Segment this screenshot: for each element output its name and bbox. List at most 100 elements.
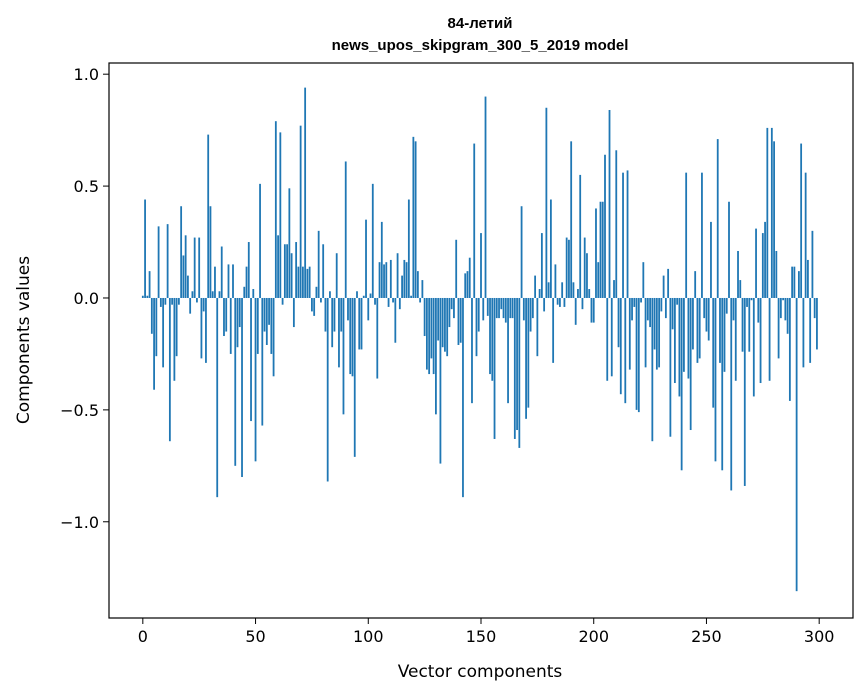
bar (507, 297, 509, 404)
bar (662, 275, 665, 298)
bar (331, 297, 334, 348)
bar (577, 289, 579, 298)
bar (572, 282, 575, 298)
bar (448, 297, 451, 328)
bar (633, 297, 636, 307)
bar (177, 297, 180, 305)
bar (342, 297, 345, 415)
bar (775, 250, 778, 298)
bar (491, 297, 494, 381)
bar (274, 121, 277, 298)
bar (797, 271, 800, 298)
bar (360, 297, 363, 350)
x-tick-label: 50 (245, 627, 265, 646)
bar (243, 286, 246, 298)
bar (245, 266, 248, 298)
bar (466, 271, 469, 298)
bar (214, 266, 216, 298)
bar (211, 291, 214, 298)
y-axis-label: Components values (14, 256, 34, 424)
bar (816, 297, 818, 350)
bar (770, 127, 773, 298)
bar (150, 297, 153, 334)
bar (791, 266, 794, 298)
bar (728, 201, 730, 298)
bar (516, 297, 518, 431)
bar (281, 297, 284, 305)
y-tick-label: 0.5 (74, 177, 99, 196)
bar (247, 242, 250, 298)
bar (504, 297, 507, 323)
bar (610, 297, 613, 377)
bar (261, 297, 264, 426)
bar (193, 237, 196, 298)
bar (405, 262, 408, 298)
bar (489, 297, 491, 375)
bar (581, 297, 584, 310)
bar (705, 297, 708, 332)
bar (660, 297, 663, 312)
bar (365, 219, 367, 298)
bar (495, 297, 498, 319)
bar (416, 271, 419, 298)
bar (502, 297, 505, 319)
bar (694, 271, 697, 298)
bar (227, 264, 230, 298)
bar (432, 297, 435, 375)
bar (286, 244, 289, 298)
bar (205, 297, 207, 363)
bar (498, 297, 500, 319)
y-tick-label: 1.0 (74, 65, 99, 84)
bar (234, 297, 237, 466)
bar (288, 188, 291, 298)
bar (252, 289, 255, 298)
bar (624, 297, 627, 404)
bar (238, 297, 241, 328)
bar (549, 199, 552, 298)
bar (723, 297, 726, 372)
bar (635, 297, 638, 410)
bar (144, 199, 146, 298)
bar (175, 297, 178, 357)
bar (272, 297, 275, 377)
bar (592, 297, 595, 323)
bar (471, 297, 473, 404)
bar (703, 297, 706, 319)
bar (554, 264, 557, 298)
bar (171, 297, 174, 305)
bar (689, 297, 692, 431)
bar (813, 297, 816, 319)
bar (414, 141, 417, 298)
bar (308, 266, 311, 298)
bar (628, 297, 631, 370)
bar (153, 297, 155, 390)
bar (714, 297, 717, 462)
bar (750, 297, 753, 301)
bar (547, 282, 550, 298)
bar (617, 297, 620, 348)
bar (164, 297, 167, 305)
bar (784, 297, 787, 321)
bar (482, 297, 485, 321)
bar (401, 275, 403, 298)
bar (297, 266, 300, 298)
bar (389, 259, 392, 298)
bar (522, 297, 525, 321)
bar (583, 237, 586, 298)
bar (568, 239, 570, 298)
bar (398, 297, 401, 310)
bar (800, 143, 803, 298)
bar (777, 297, 780, 359)
bar (439, 297, 442, 464)
bar (162, 297, 165, 368)
y-tick-label: −0.5 (60, 401, 99, 420)
chart-title: 84-летий (448, 15, 513, 32)
bar (315, 286, 318, 298)
bar (486, 297, 489, 316)
bar (543, 297, 546, 312)
bar (667, 268, 670, 298)
bar (376, 297, 379, 379)
bar (795, 297, 798, 592)
bar (441, 297, 444, 348)
